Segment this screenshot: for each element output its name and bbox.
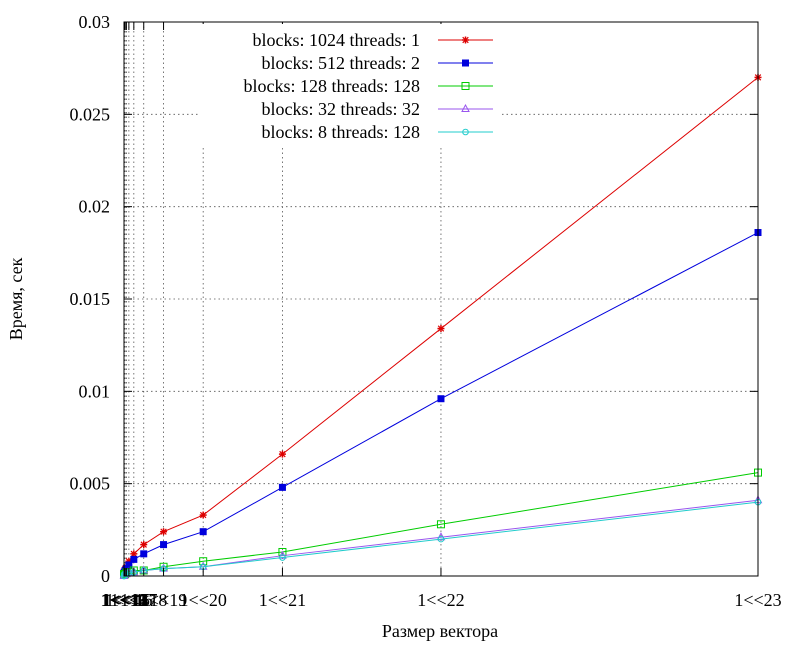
- x-tick-label: 1<<18: [120, 590, 167, 610]
- data-point: [160, 541, 168, 549]
- x-tick-label: 1<<19: [140, 590, 187, 610]
- y-tick-label: 0.01: [79, 381, 111, 401]
- data-point: [461, 82, 470, 90]
- data-point: [125, 561, 133, 569]
- data-point: [199, 557, 208, 566]
- x-tick-label: 1<<14: [102, 590, 149, 610]
- legend-label: blocks: 1024 threads: 1: [253, 30, 420, 50]
- x-tick-label: 1<<10: [100, 590, 147, 610]
- data-point: [461, 103, 470, 112]
- x-tick-label: 1<<12: [101, 590, 148, 610]
- data-point: [199, 511, 207, 519]
- y-tick-label: 0: [101, 566, 110, 586]
- data-point: [437, 325, 445, 333]
- data-point: [160, 528, 168, 536]
- legend-label: blocks: 128 threads: 128: [244, 76, 420, 96]
- x-tick-label: 1<<11: [101, 590, 148, 610]
- legend-entry: blocks: 32 threads: 32: [262, 99, 493, 119]
- series: [120, 468, 762, 579]
- y-tick-label: 0.005: [70, 474, 111, 494]
- data-point: [140, 541, 148, 549]
- data-point: [199, 528, 207, 536]
- x-tick-label: 1<<17: [110, 590, 157, 610]
- y-tick-label: 0.025: [70, 104, 111, 124]
- y-tick-label: 0.015: [70, 289, 111, 309]
- legend-label: blocks: 8 threads: 128: [262, 122, 420, 142]
- y-axis-title: Время, сек: [6, 257, 26, 340]
- data-point: [279, 554, 286, 561]
- y-tick-label: 0.03: [79, 12, 111, 32]
- data-point: [436, 520, 445, 529]
- legend-entry: blocks: 8 threads: 128: [262, 122, 493, 142]
- x-tick-label: 1<<16: [105, 590, 152, 610]
- data-point: [462, 36, 469, 44]
- legend-entry: blocks: 128 threads: 128: [244, 76, 493, 96]
- x-tick-label: 1<<21: [259, 590, 306, 610]
- series-group: [119, 73, 763, 580]
- x-tick-label: 1<<22: [417, 590, 464, 610]
- data-point: [437, 395, 445, 403]
- x-tick-label: 1<<20: [180, 590, 227, 610]
- x-tick-label: 1<<23: [734, 590, 781, 610]
- x-tick-label: 1<<15: [103, 590, 150, 610]
- series: [120, 229, 762, 578]
- legend: blocks: 1024 threads: 1 blocks: 512 threa…: [200, 24, 500, 147]
- y-tick-label: 0.02: [79, 197, 111, 217]
- data-point: [130, 555, 138, 563]
- data-point: [278, 483, 286, 491]
- data-point: [140, 550, 148, 558]
- legend-label: blocks: 32 threads: 32: [262, 99, 420, 119]
- legend-entry: blocks: 512 threads: 2: [262, 53, 493, 73]
- legend-label: blocks: 512 threads: 2: [262, 53, 420, 73]
- x-axis-title: Размер вектора: [382, 621, 498, 641]
- legend-entry: blocks: 1024 threads: 1: [253, 30, 493, 50]
- data-point: [462, 128, 469, 136]
- x-tick-label: 1<<13: [101, 590, 148, 610]
- data-point: [437, 535, 445, 543]
- data-point: [462, 59, 469, 67]
- axes: 00.0050.010.0150.020.0250.031<<101<<111<…: [70, 12, 782, 610]
- data-point: [278, 450, 286, 458]
